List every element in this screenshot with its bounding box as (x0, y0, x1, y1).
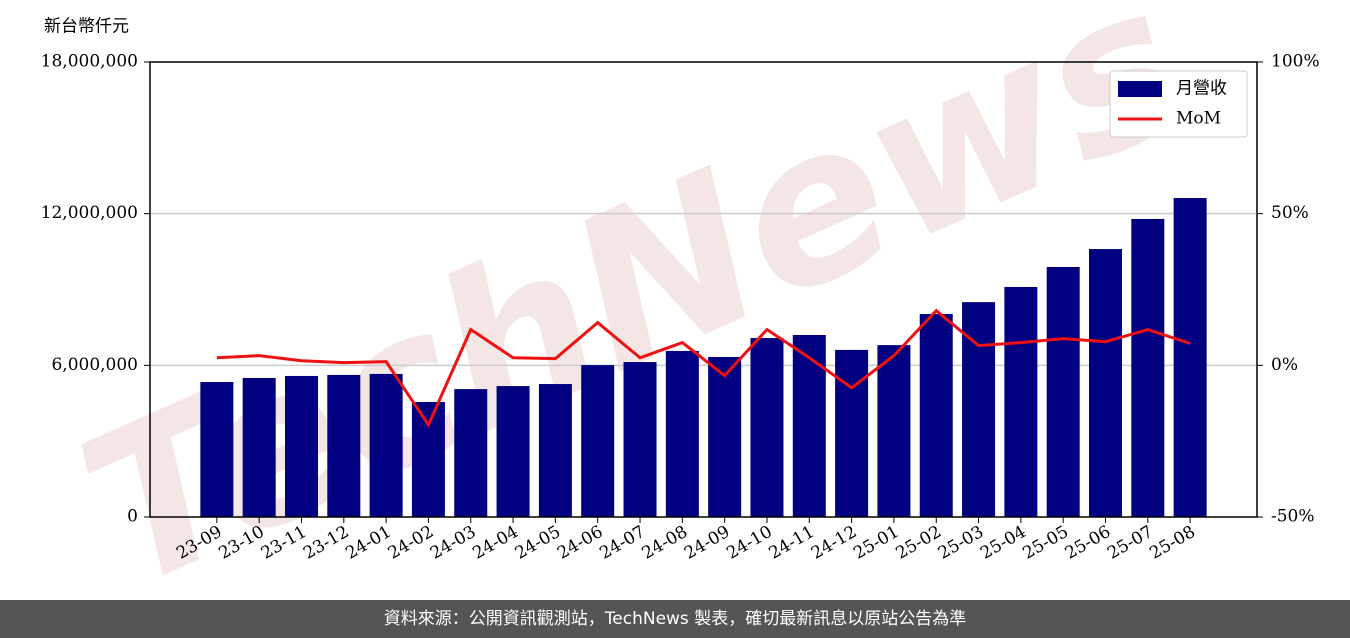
x-tick-label: 24-04 (469, 522, 521, 564)
x-tick-label: 25-08 (1146, 522, 1198, 564)
line (216, 308, 1191, 428)
x-tick-label: 24-03 (427, 522, 479, 564)
bar (369, 373, 403, 517)
y-tick-label: 12,000,000 (41, 203, 138, 223)
bar (411, 401, 445, 517)
bar (581, 365, 615, 517)
bar (327, 374, 361, 517)
y-axis-label: 新台幣仟元 (44, 17, 129, 37)
plot-frame (149, 61, 1258, 518)
x-tick-label: 25-06 (1062, 522, 1114, 564)
x-tick-label: 24-09 (681, 522, 733, 564)
y-tick-label: 0 (127, 507, 138, 527)
y2-tick-label: 0% (1271, 355, 1298, 375)
bar (623, 362, 657, 517)
y2-tick-label: 50% (1271, 203, 1309, 223)
x-tick-label: 25-04 (977, 522, 1029, 564)
bar (1089, 249, 1123, 518)
x-tick-label: 24-11 (766, 522, 818, 564)
x-tick-label: 24-02 (385, 522, 437, 564)
legend-label: MoM (1176, 109, 1221, 129)
bar (1131, 218, 1165, 517)
bar (877, 345, 911, 517)
bar (538, 384, 572, 517)
bar (1046, 267, 1080, 517)
bar (200, 382, 234, 517)
bar (792, 335, 826, 517)
bar (1173, 197, 1207, 517)
x-tick-label: 24-05 (512, 522, 564, 564)
chart: 新台幣仟元 TechNews06,000,00012,000,00018,000… (41, 0, 1320, 636)
bar (708, 356, 742, 517)
bar (750, 338, 784, 517)
bar (242, 377, 276, 517)
bar (496, 386, 530, 517)
x-tick-label: 24-06 (554, 522, 606, 564)
x-tick-label: 25-07 (1104, 522, 1156, 564)
x-tick-label: 24-12 (808, 522, 860, 564)
legend-label: 月營收 (1176, 79, 1227, 99)
x-tick-label: 25-02 (893, 522, 945, 564)
bar (665, 350, 699, 517)
y2-tick-label: -50% (1271, 507, 1315, 527)
x-tick-label: 24-10 (723, 522, 775, 564)
x-tick-label: 24-08 (639, 522, 691, 564)
y-tick-label: 18,000,000 (41, 52, 138, 72)
bar (454, 389, 488, 517)
y2-tick-label: 100% (1271, 52, 1320, 72)
legend-swatch (1118, 81, 1162, 97)
bar (1004, 286, 1038, 517)
x-tick-label: 24-07 (596, 522, 648, 564)
x-tick-label: 25-03 (935, 522, 987, 564)
legend: 月營收 MoM (1109, 70, 1248, 138)
y-tick-label: 6,000,000 (51, 355, 138, 375)
bar (919, 314, 953, 517)
bar (835, 349, 869, 517)
x-tick-label: 25-05 (1019, 522, 1071, 564)
bar (284, 375, 318, 517)
x-tick-label: 25-01 (850, 522, 902, 564)
footer: 資料來源：公開資訊觀測站，TechNews 製表，確切最新訊息以原站公告為準 (0, 600, 1350, 638)
